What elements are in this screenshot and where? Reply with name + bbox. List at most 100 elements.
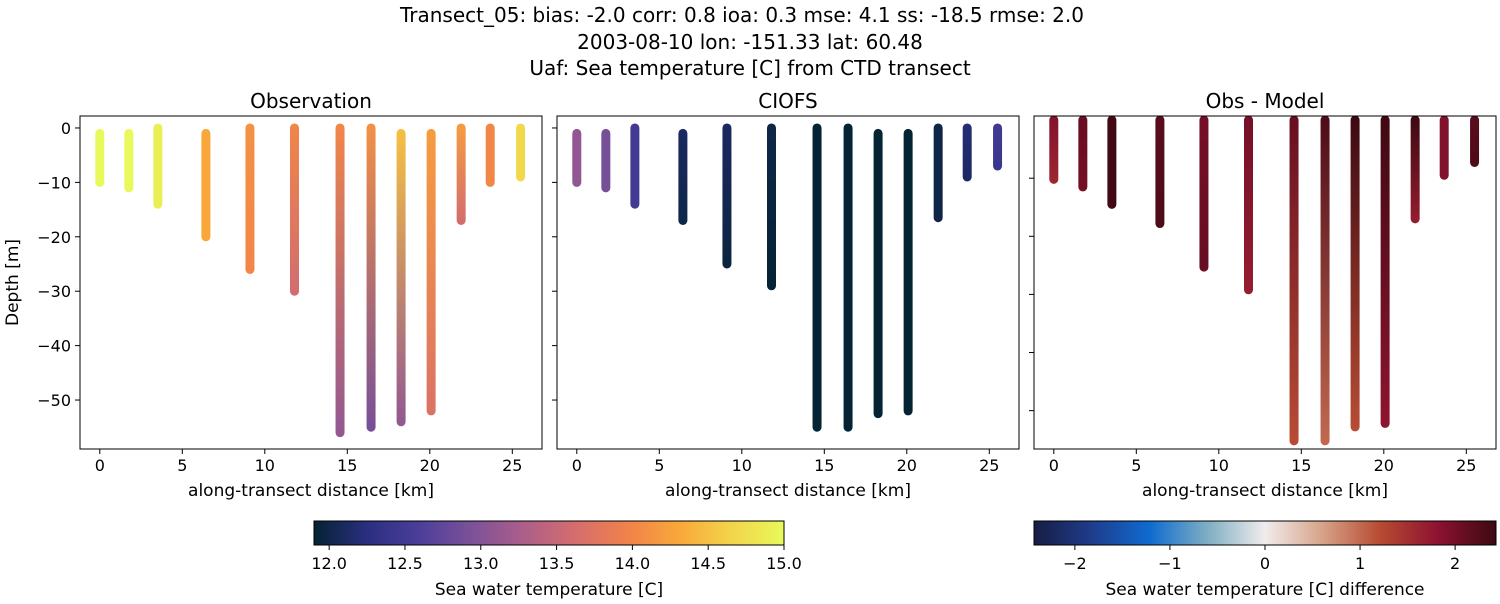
cast-13 — [993, 123, 1003, 171]
colorbar-2: −2 −1 0 1 2 Sea water temperature [C] differe… — [1033, 520, 1497, 600]
cast-5 — [245, 123, 255, 274]
colorbar-tick-label: 1 — [1355, 554, 1365, 573]
cast-7 — [812, 123, 822, 432]
colorbar-tick-label: 15.0 — [766, 554, 802, 573]
x-tick-label: 15 — [814, 456, 834, 475]
x-tick-label: 25 — [1456, 456, 1476, 475]
cast-9 — [1350, 116, 1360, 432]
casts — [572, 123, 1003, 432]
y-tick-label: −20 — [37, 228, 71, 247]
panel-3: Obs - Model 0 5 10 15 20 25 along-transect dist… — [1029, 89, 1497, 501]
cast-9 — [873, 128, 883, 419]
colorbar-tick-label: 13.0 — [463, 554, 499, 573]
colorbar-1: 12.0 12.5 13.0 13.5 14.0 14.5 15.0 Sea water te… — [311, 520, 802, 600]
x-axis-label: along-transect distance [km] — [665, 481, 911, 501]
x-tick-label: 10 — [732, 456, 752, 475]
cast-6 — [1244, 116, 1253, 295]
cast-5 — [722, 123, 732, 269]
cast-12 — [485, 123, 495, 187]
colorbar-gradient — [1033, 520, 1497, 546]
colorbar-tick-label: 13.5 — [539, 554, 575, 573]
cast-7 — [335, 123, 345, 438]
suptitle-line-2: 2003-08-10 lon: -151.33 lat: 60.48 — [577, 30, 923, 54]
cast-3 — [1107, 116, 1117, 209]
x-tick-label: 15 — [1291, 456, 1311, 475]
cast-9 — [396, 128, 406, 427]
x-tick-label: 15 — [337, 456, 357, 475]
cast-11 — [456, 123, 466, 225]
colorbar-tick-label: 12.0 — [311, 554, 347, 573]
cast-4 — [678, 128, 688, 225]
panel-title: CIOFS — [758, 89, 817, 113]
colorbar-label: Sea water temperature [C] difference — [1105, 580, 1424, 600]
colorbar-tick-label: 2 — [1450, 554, 1460, 573]
axes-frame — [1033, 115, 1497, 450]
cast-13 — [516, 123, 526, 182]
x-tick-label: 5 — [1131, 456, 1141, 475]
colorbar-gradient — [313, 520, 785, 546]
panel-2: CIOFS 0 5 10 15 20 25 along-transect distance [… — [552, 89, 1020, 501]
cast-11 — [1410, 116, 1420, 224]
x-tick-label: 20 — [1374, 456, 1394, 475]
x-tick-label: 0 — [572, 456, 582, 475]
cast-10 — [1380, 116, 1390, 428]
y-axis-label: Depth [m] — [3, 239, 23, 326]
cast-8 — [366, 123, 376, 432]
colorbar-label: Sea water temperature [C] — [435, 580, 663, 600]
x-tick-label: 20 — [420, 456, 440, 475]
colorbar-tick-label: −2 — [1063, 554, 1087, 573]
suptitle-line-3: Uaf: Sea temperature [C] from CTD transe… — [529, 56, 970, 80]
cast-4 — [201, 128, 211, 242]
cast-1 — [95, 128, 105, 187]
cast-12 — [962, 123, 972, 182]
cast-6 — [767, 123, 776, 291]
cast-11 — [933, 123, 943, 223]
cast-10 — [903, 128, 913, 416]
cast-3 — [630, 123, 640, 209]
colorbar-tick-label: 14.0 — [615, 554, 651, 573]
x-axis-label: along-transect distance [km] — [188, 481, 434, 501]
cast-12 — [1439, 116, 1449, 180]
colorbar-tick-label: 14.5 — [690, 554, 726, 573]
cast-4 — [1155, 116, 1165, 229]
y-tick-label: 0 — [61, 119, 71, 138]
panel-1: Observation 0 5 10 15 20 25 along-transect dist… — [3, 89, 543, 501]
x-tick-label: 10 — [255, 456, 275, 475]
casts — [1049, 116, 1480, 446]
cast-8 — [1320, 116, 1330, 446]
cast-7 — [1289, 116, 1299, 446]
cast-2 — [124, 128, 134, 193]
cast-2 — [1078, 116, 1088, 192]
x-tick-label: 10 — [1209, 456, 1229, 475]
cast-3 — [153, 123, 163, 209]
suptitle-line-1: Transect_05: bias: -2.0 corr: 0.8 ioa: 0… — [399, 3, 1084, 27]
cast-6 — [290, 123, 299, 296]
x-tick-label: 25 — [979, 456, 999, 475]
x-tick-label: 25 — [502, 456, 522, 475]
axes-frame — [556, 115, 1020, 450]
y-tick-label: −40 — [37, 337, 71, 356]
panel-title: Observation — [250, 89, 372, 113]
cast-1 — [1049, 116, 1059, 184]
y-tick-label: −10 — [37, 173, 71, 192]
cast-2 — [601, 128, 611, 193]
x-tick-label: 0 — [1049, 456, 1059, 475]
cast-8 — [843, 123, 853, 432]
x-tick-label: 5 — [654, 456, 664, 475]
cast-1 — [572, 128, 582, 187]
colorbar-tick-label: 0 — [1260, 554, 1270, 573]
cast-13 — [1470, 116, 1480, 167]
cast-10 — [426, 128, 436, 416]
y-tick-label: −50 — [37, 391, 71, 410]
x-tick-label: 5 — [177, 456, 187, 475]
colorbar-tick-label: −1 — [1158, 554, 1182, 573]
panel-title: Obs - Model — [1206, 89, 1325, 113]
axes-frame — [79, 115, 543, 450]
casts — [95, 123, 526, 438]
cast-5 — [1199, 116, 1209, 272]
x-axis-label: along-transect distance [km] — [1142, 481, 1388, 501]
y-tick-label: −30 — [37, 282, 71, 301]
colorbar-tick-label: 12.5 — [387, 554, 423, 573]
x-tick-label: 0 — [95, 456, 105, 475]
